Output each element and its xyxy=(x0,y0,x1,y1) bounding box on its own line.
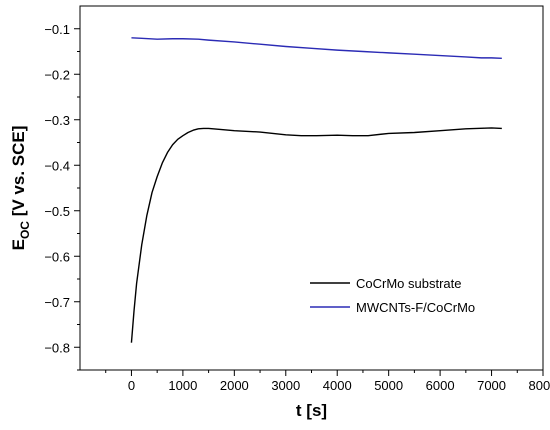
y-tick-label-4: −0.4 xyxy=(44,158,70,173)
y-tick-label-7: −0.1 xyxy=(44,22,70,37)
series-line-0 xyxy=(130,127,502,343)
legend-label-0: CoCrMo substrate xyxy=(356,276,461,291)
x-tick-label-1: 1000 xyxy=(168,378,197,393)
y-tick-label-1: −0.7 xyxy=(44,295,70,310)
x-tick-label-0: 0 xyxy=(128,378,135,393)
x-tick-label-4: 4000 xyxy=(323,378,352,393)
series-layer xyxy=(130,37,502,343)
y-axis-title-rest: [V vs. SCE] xyxy=(9,126,28,221)
x-tick-label-5: 5000 xyxy=(374,378,403,393)
y-tick-label-6: −0.2 xyxy=(44,67,70,82)
x-axis-title: t [s] xyxy=(296,401,327,420)
y-tick-label-3: −0.5 xyxy=(44,204,70,219)
y-tick-label-5: −0.3 xyxy=(44,113,70,128)
plot-frame xyxy=(79,5,544,371)
y-axis-title: EOC [V vs. SCE] xyxy=(9,126,32,251)
y-axis-title-subscript: OC xyxy=(18,221,32,239)
y-tick-label-2: −0.6 xyxy=(44,249,70,264)
y-tick-label-0: −0.8 xyxy=(44,340,70,355)
x-tick-label-2: 2000 xyxy=(220,378,249,393)
x-tick-label-3: 3000 xyxy=(271,378,300,393)
y-axis-title-main: E xyxy=(9,239,28,250)
legend: CoCrMo substrate MWCNTs-F/CoCrMo xyxy=(310,276,475,315)
series-line-1 xyxy=(131,37,502,60)
ticks: 0 1000 2000 3000 4000 5000 6000 7000 8000 −0.8 −0.… xyxy=(44,22,550,393)
x-tick-label-6: 6000 xyxy=(426,378,455,393)
x-tick-label-7: 7000 xyxy=(477,378,506,393)
x-tick-label-8: 8000 xyxy=(529,378,550,393)
legend-label-1: MWCNTs-F/CoCrMo xyxy=(356,300,475,315)
